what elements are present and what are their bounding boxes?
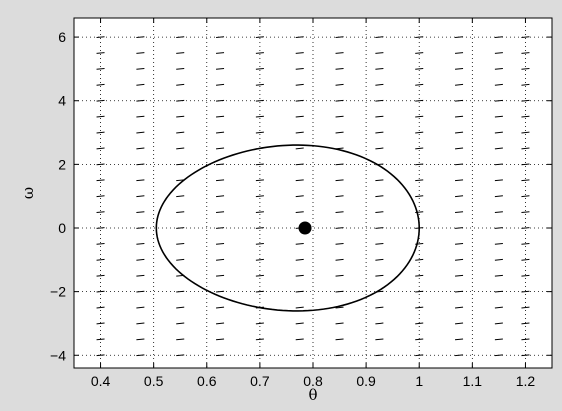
- x-tick-label: 0.6: [197, 373, 217, 389]
- x-tick-label: 0.7: [250, 373, 270, 389]
- x-tick-label: 0.5: [144, 373, 164, 389]
- y-tick-label: 6: [58, 29, 66, 45]
- equilibrium-point: [299, 222, 312, 235]
- x-axis-label: θ: [308, 386, 317, 404]
- y-tick-label: 4: [58, 93, 66, 109]
- x-tick-label: 0.9: [356, 373, 376, 389]
- x-tick-label: 0.4: [91, 373, 111, 389]
- y-tick-label: 2: [58, 156, 66, 172]
- y-tick-label: −2: [50, 284, 66, 300]
- y-tick-label: −4: [50, 347, 66, 363]
- x-tick-label: 1.2: [516, 373, 536, 389]
- y-tick-label: 0: [58, 220, 66, 236]
- x-tick-label: 1: [415, 373, 423, 389]
- y-axis-label: ω: [19, 187, 37, 199]
- x-tick-label: 1.1: [463, 373, 483, 389]
